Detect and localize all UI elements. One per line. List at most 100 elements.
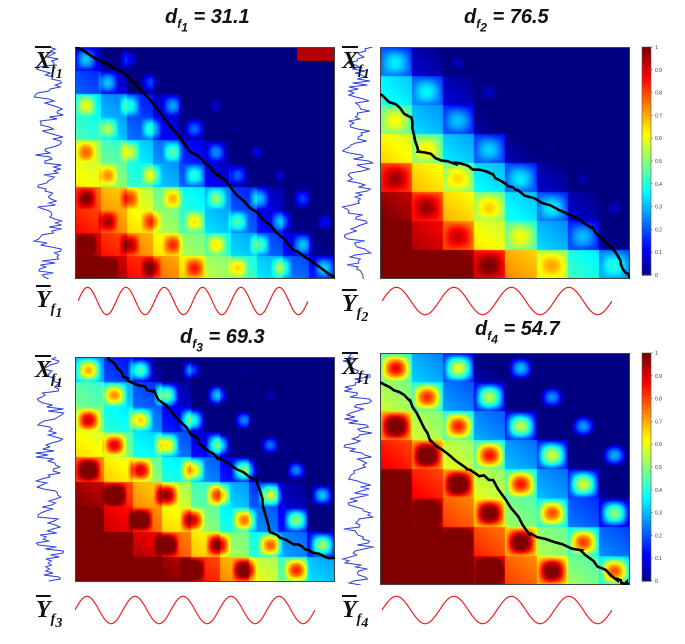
colorbar-swatch (642, 569, 651, 574)
colorbar-swatch (642, 467, 651, 472)
colorbar-swatch (642, 364, 651, 369)
colorbar-swatch (642, 153, 651, 158)
panel-2-x-label-subsub: 1 (362, 66, 370, 82)
colorbar-swatch (642, 501, 651, 506)
panel-frame (75, 357, 335, 582)
colorbar-swatch (642, 398, 651, 403)
colorbar-swatch (642, 233, 651, 238)
colorbar-swatch (642, 157, 651, 162)
colorbar-swatch (642, 486, 651, 491)
colorbar-swatch (642, 394, 651, 400)
colorbar-swatch (642, 356, 651, 362)
colorbar-swatch (642, 573, 651, 578)
colorbar-swatch (642, 47, 651, 52)
colorbar-swatch (642, 259, 651, 265)
panel-4-overlay (380, 353, 630, 585)
panel-4-title-value: 54.7 (520, 318, 560, 340)
panel-2-title-sub: f (476, 17, 481, 31)
colorbar-swatch (642, 130, 651, 135)
panel-2-y-label-text: Y (342, 291, 357, 317)
colorbar-tick-label: 0.1 (655, 556, 662, 562)
colorbar-swatch (642, 524, 651, 529)
colorbar-swatch (642, 104, 651, 109)
panel-3-y-label-sub: f (50, 611, 56, 627)
colorbar-swatch (642, 271, 651, 276)
panel-2-y-signal (382, 286, 612, 316)
colorbar-swatch (642, 440, 651, 445)
colorbar-tick-label: 1 (655, 351, 658, 357)
panel-4-x-label: Xf1 (342, 355, 370, 393)
colorbar-swatch (642, 92, 651, 97)
colorbar-tick-label: 0.6 (655, 442, 662, 448)
colorbar-swatch (642, 402, 651, 407)
colorbar-swatch (642, 535, 651, 540)
colorbar-swatch (642, 516, 651, 521)
colorbar-swatch (642, 50, 651, 56)
panel-4-title-sub: f (487, 329, 492, 343)
colorbar-swatch (642, 62, 651, 67)
colorbar-swatch (642, 417, 651, 422)
colorbar-swatch (642, 421, 651, 426)
panel-4-title-base: d (475, 318, 488, 340)
panel-2-title-base: d (464, 6, 477, 28)
colorbar-swatch (642, 429, 651, 434)
colorbar-swatch (642, 353, 651, 358)
panel-3-y-signal (75, 595, 315, 625)
y-signal-trace (382, 286, 612, 316)
colorbar-swatch (642, 478, 651, 483)
colorbar-swatch (642, 413, 651, 419)
panel-1-y-label-sub: f (50, 301, 56, 317)
colorbar-swatch (642, 180, 651, 185)
colorbar-tick-label: 0.4 (655, 488, 662, 494)
colorbar-tick-label: 0.8 (655, 397, 662, 403)
panel-4-colorbar: 0 0.1 0.2 0.3 0.4 0.5 0.6 0.7 0.8 0.9 1 (641, 351, 662, 585)
warping-path (380, 93, 630, 279)
colorbar-swatch (642, 455, 651, 460)
colorbar-tick-label: 0.9 (655, 374, 662, 380)
colorbar-swatch (642, 54, 651, 59)
colorbar-swatch (642, 214, 651, 219)
panel-3-x-label: Xf1 (35, 358, 63, 396)
colorbar-swatch (642, 554, 651, 559)
panel-1-title-sub: f (177, 17, 182, 31)
panel-frame (380, 353, 630, 585)
colorbar-swatch (642, 562, 651, 567)
colorbar-swatch (642, 531, 651, 536)
colorbar-swatch (642, 119, 651, 124)
warping-path (106, 357, 335, 560)
colorbar-tick-label: 0 (655, 579, 658, 585)
colorbar-swatch (642, 199, 651, 204)
warping-path (75, 47, 335, 279)
colorbar-swatch (642, 81, 651, 86)
colorbar-tick-label: 0.5 (655, 465, 662, 471)
panel-frame (380, 47, 630, 279)
colorbar-swatch (642, 252, 651, 257)
panel-4-x-label-text: X (342, 354, 359, 380)
colorbar-swatch (642, 558, 651, 563)
panel-1-y-signal (78, 286, 308, 316)
colorbar-swatch (642, 138, 651, 143)
panel-2-x-label-text: X (342, 48, 359, 74)
colorbar-swatch (642, 391, 651, 396)
colorbar-swatch (642, 410, 651, 415)
colorbar-tick-label: 0.4 (655, 182, 662, 188)
colorbar-swatch (642, 451, 651, 457)
panel-4-heatmap (380, 353, 630, 585)
panel-2-colorbar: 0 0.1 0.2 0.3 0.4 0.5 0.6 0.7 0.8 0.9 1 (641, 45, 662, 279)
panel-2-title-value: 76.5 (509, 6, 549, 28)
y-signal-trace (382, 595, 612, 625)
colorbar-swatch (642, 493, 651, 498)
colorbar-swatch (642, 248, 651, 253)
panel-4-y-signal (382, 595, 612, 625)
colorbar-tick-label: 0.5 (655, 159, 662, 165)
colorbar-swatch (642, 577, 651, 582)
colorbar-swatch (642, 210, 651, 215)
colorbar-tick-label: 0 (655, 273, 658, 279)
colorbar-swatch (642, 96, 651, 101)
panel-4-y-label-text: Y (342, 597, 357, 623)
colorbar-swatch (642, 187, 651, 192)
colorbar-swatch (642, 225, 651, 230)
colorbar-swatch (642, 372, 651, 377)
colorbar-swatch (642, 550, 651, 555)
colorbar-swatch (642, 134, 651, 139)
